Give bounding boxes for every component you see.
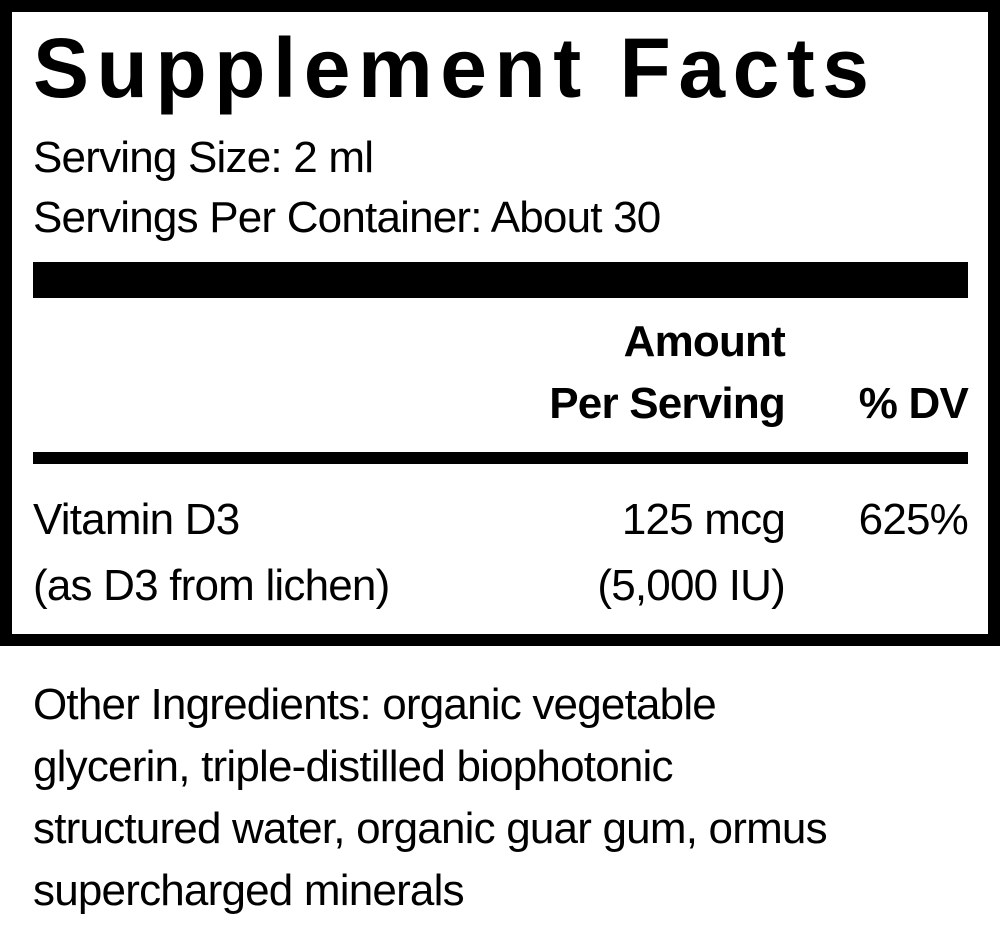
nutrient-amount-iu: (5,000 IU) — [597, 561, 785, 610]
supplement-facts-panel — [0, 0, 1000, 646]
thick-divider — [33, 262, 968, 298]
serving-size: Serving Size: 2 ml — [33, 133, 374, 182]
nutrient-dv: 625% — [858, 495, 969, 544]
header-per-serving: Per Serving — [549, 379, 786, 428]
ingredients-line: structured water, organic guar gum, ormu… — [33, 804, 828, 853]
header-dv: % DV — [858, 379, 969, 428]
panel-title: Supplement Facts — [33, 21, 877, 115]
servings-per-container: Servings Per Container: About 30 — [33, 193, 661, 242]
header-amount: Amount — [623, 317, 786, 366]
ingredients-line: supercharged minerals — [33, 866, 465, 915]
nutrient-name: Vitamin D3 — [33, 495, 240, 544]
ingredients-line: Other Ingredients: organic vegetable — [33, 680, 717, 729]
thin-divider — [33, 452, 968, 464]
nutrient-source: (as D3 from lichen) — [33, 561, 390, 610]
ingredients-line: glycerin, triple-distilled biophotonic — [33, 742, 674, 791]
nutrient-amount: 125 mcg — [621, 495, 786, 544]
